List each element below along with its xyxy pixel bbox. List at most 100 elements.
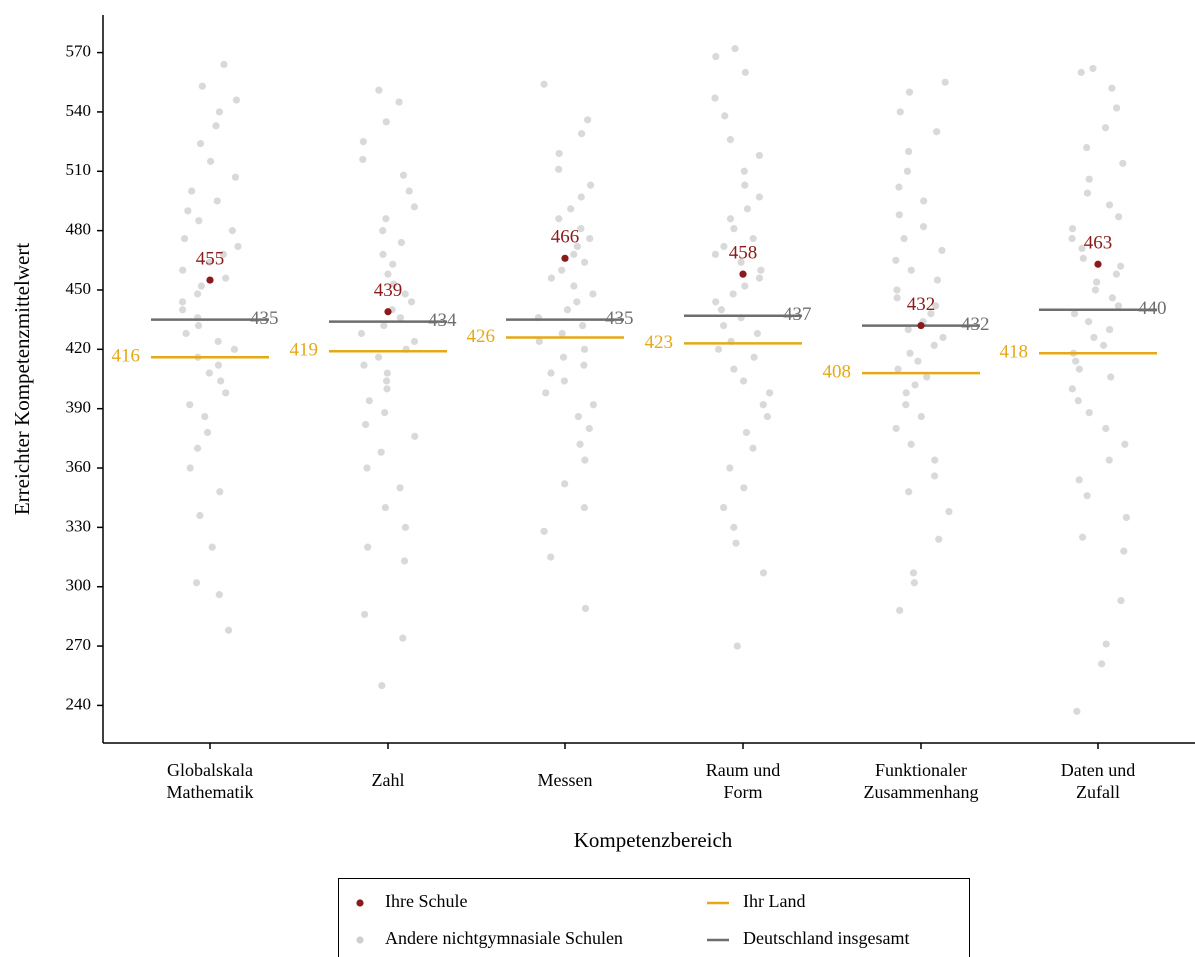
other-school-dot [1105,456,1113,464]
other-school-dot [197,282,205,290]
other-school-dot [222,389,230,397]
other-school-dot [1114,302,1123,310]
school-label: 463 [1084,233,1113,254]
y-tick-label: 300 [66,576,92,595]
other-school-dot [228,227,236,235]
other-school-dot [589,290,597,298]
other-school-dot [581,604,590,613]
other-school-dot [1078,244,1086,253]
x-tick-label: Daten und Zufall [1061,760,1135,802]
other-school-dot [570,250,578,258]
other-school-dot [739,377,748,385]
other-school-dot [381,503,390,512]
other-school-dot [362,420,370,429]
other-school-dot [400,557,409,565]
other-school-dot [731,45,739,53]
school-dot [384,308,392,316]
y-tick-label: 510 [66,160,92,179]
other-school-dot [893,294,901,302]
other-school-dot [379,227,387,235]
other-school-dot [720,503,728,512]
other-school-dot [932,302,940,310]
other-school-dot [198,82,206,90]
x-tick-label: Funktionaler Zusammenhang [864,760,979,802]
reference-label: 416 [112,346,141,367]
other-school-dot [1101,124,1110,132]
other-school-dot [1072,357,1080,365]
other-school-dot [570,282,578,290]
other-school-dot [382,377,391,385]
other-school-dot [399,171,408,179]
other-school-dot [215,591,223,599]
other-school-dot [577,130,586,138]
other-school-dot [411,432,419,440]
other-school-dot [232,96,241,104]
other-school-dot [577,193,585,201]
other-school-dot [755,193,764,201]
other-school-dot [384,270,392,278]
other-school-dot [1102,640,1110,648]
other-school-dot [896,108,904,116]
other-school-dot [1073,707,1081,715]
school-label: 432 [907,294,936,315]
other-school-dot [1098,660,1106,668]
other-school-dot [933,276,942,284]
other-school-dot [186,464,194,472]
other-school-dot [396,484,404,492]
school-label: 458 [729,243,758,264]
other-school-dot [217,377,225,385]
other-school-dot [763,412,772,421]
other-school-dot [742,428,751,437]
other-school-dot [184,207,192,215]
other-school-dot [750,353,758,361]
other-school-dot [1122,513,1130,522]
other-school-dot [1079,254,1087,262]
other-school-dot [580,345,589,353]
reference-label: 426 [467,326,496,347]
other-school-dot [911,381,919,389]
other-school-dot [902,401,910,409]
other-school-dot [920,197,928,205]
other-school-dot [711,250,720,258]
other-school-dot [587,181,595,189]
other-school-dot [894,365,902,373]
other-school-dot [194,321,203,330]
other-school-dot [1075,476,1083,484]
other-school-dot [1085,409,1093,417]
y-tick-label: 390 [66,398,92,417]
other-school-dot [377,448,385,456]
other-school-dot [755,151,763,160]
x-tick-label: Messen [538,770,593,790]
other-school-dot [382,118,390,126]
other-school-dot [547,553,555,561]
other-school-dot [219,250,227,258]
y-tick-label: 450 [66,279,92,298]
school-dot [917,321,925,330]
other-school-dot [574,412,582,421]
other-school-dot [1070,310,1079,318]
x-tick-label: Raum und Form [706,760,781,802]
other-school-dot [904,325,912,334]
other-school-dot [1085,175,1093,183]
other-school-dot [365,397,373,405]
school-dot [206,276,214,284]
other-school-dot [1093,278,1101,286]
other-school-dot [378,682,386,690]
other-school-dot [208,543,216,551]
reference-label: 408 [823,361,852,382]
reference-label: 418 [1000,342,1029,363]
other-school-dot [396,314,404,322]
other-school-dot [230,345,239,353]
other-school-dot [1083,189,1092,197]
other-school-dot [732,539,740,547]
x-tick-label-line: Zufall [1076,782,1120,802]
other-school-dot [194,290,202,298]
other-school-dot [737,258,745,266]
other-school-dot [179,266,187,274]
other-school-dot [753,329,762,338]
other-school-dot [941,78,949,86]
other-school-dot [540,527,548,535]
other-school-dot [558,266,566,274]
other-school-dot [535,337,543,346]
